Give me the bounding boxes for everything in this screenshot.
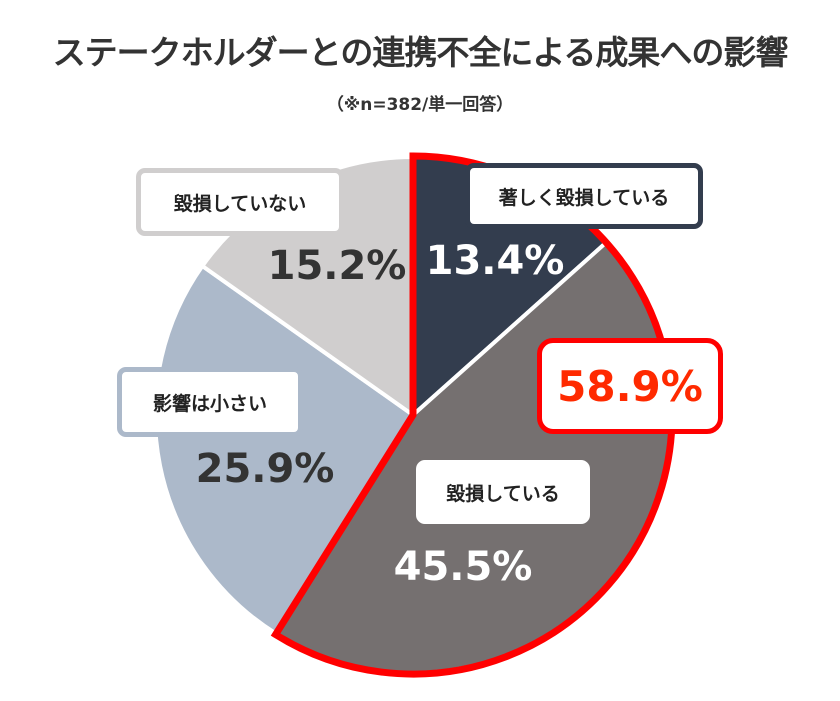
- pie-slice-2: [153, 263, 415, 636]
- slice-value-damaged: 45.5%: [393, 544, 533, 590]
- slice-value-not-damaged: 15.2%: [267, 243, 407, 289]
- slice-label-severely-damaged: 著しく毀損している: [465, 163, 703, 229]
- chart-title: ステークホルダーとの連携不全による成果への影響: [52, 33, 789, 72]
- chart-subtitle: （※n=382/単一回答）: [326, 95, 514, 115]
- slice-value-small-impact: 25.9%: [195, 446, 335, 492]
- slice-label-damaged: 毀損している: [416, 460, 590, 524]
- slice-label-not-damaged: 毀損していない: [136, 168, 344, 236]
- highlight-total-badge: 58.9%: [537, 338, 723, 434]
- slice-label-small-impact: 影響は小さい: [117, 367, 303, 437]
- slice-value-severely-damaged: 13.4%: [425, 238, 565, 284]
